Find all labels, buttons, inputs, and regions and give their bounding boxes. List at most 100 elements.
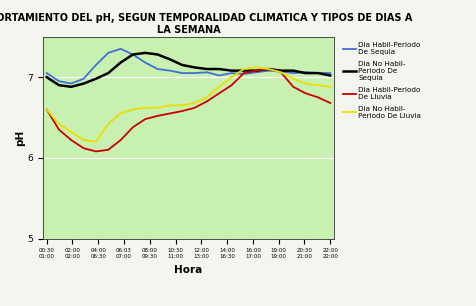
- Dia No Habil-
Periodo De
Sequia: [154, 53, 160, 56]
- Dia No Habil-
Periodo De Lluvia: [44, 108, 50, 111]
- Dia No Habil-
Periodo De
Sequia: [278, 69, 283, 73]
- Dia No Habil-
Periodo De Lluvia: [216, 85, 222, 89]
- Dia Habil-Periodo
De Sequia: [314, 71, 320, 75]
- Dia No Habil-
Periodo De Lluvia: [179, 103, 185, 107]
- Dia Habil-Periodo
De Lluvia: [204, 99, 209, 103]
- Dia Habil-Periodo
De Lluvia: [253, 69, 258, 73]
- Line: Dia No Habil-
Periodo De Lluvia: Dia No Habil- Periodo De Lluvia: [47, 67, 329, 142]
- Dia No Habil-
Periodo De Lluvia: [80, 138, 86, 142]
- Dia Habil-Periodo
De Lluvia: [118, 138, 123, 142]
- Dia No Habil-
Periodo De
Sequia: [80, 82, 86, 85]
- Dia Habil-Periodo
De Lluvia: [80, 146, 86, 150]
- Dia Habil-Periodo
De Lluvia: [154, 114, 160, 118]
- Dia No Habil-
Periodo De Lluvia: [290, 77, 296, 80]
- Dia Habil-Periodo
De Sequia: [44, 71, 50, 75]
- Dia Habil-Periodo
De Sequia: [56, 79, 62, 83]
- Dia Habil-Periodo
De Sequia: [216, 74, 222, 77]
- Dia No Habil-
Periodo De
Sequia: [253, 69, 258, 73]
- Dia No Habil-
Periodo De
Sequia: [204, 67, 209, 71]
- Dia No Habil-
Periodo De
Sequia: [44, 75, 50, 79]
- Dia No Habil-
Periodo De
Sequia: [56, 83, 62, 87]
- Dia No Habil-
Periodo De Lluvia: [154, 106, 160, 110]
- Dia No Habil-
Periodo De
Sequia: [142, 51, 148, 55]
- Dia No Habil-
Periodo De Lluvia: [56, 122, 62, 126]
- Dia Habil-Periodo
De Sequia: [290, 71, 296, 75]
- Dia No Habil-
Periodo De
Sequia: [118, 61, 123, 64]
- Dia Habil-Periodo
De Sequia: [142, 61, 148, 64]
- Dia Habil-Periodo
De Sequia: [191, 71, 197, 75]
- Dia Habil-Periodo
De Sequia: [265, 69, 271, 73]
- Dia No Habil-
Periodo De Lluvia: [278, 70, 283, 74]
- Dia No Habil-
Periodo De
Sequia: [314, 71, 320, 75]
- Dia Habil-Periodo
De Lluvia: [56, 128, 62, 132]
- Dia No Habil-
Periodo De
Sequia: [265, 67, 271, 71]
- Dia No Habil-
Periodo De Lluvia: [142, 106, 148, 110]
- Dia Habil-Periodo
De Lluvia: [167, 112, 172, 115]
- Dia Habil-Periodo
De Lluvia: [302, 91, 308, 95]
- Line: Dia No Habil-
Periodo De
Sequia: Dia No Habil- Periodo De Sequia: [47, 53, 329, 87]
- Dia Habil-Periodo
De Sequia: [80, 77, 86, 80]
- Dia Habil-Periodo
De Sequia: [118, 47, 123, 51]
- Dia No Habil-
Periodo De Lluvia: [253, 65, 258, 69]
- Dia Habil-Periodo
De Sequia: [278, 70, 283, 73]
- Dia Habil-Periodo
De Sequia: [68, 82, 74, 85]
- Dia Habil-Periodo
De Lluvia: [130, 125, 136, 129]
- Dia No Habil-
Periodo De Lluvia: [118, 112, 123, 115]
- Dia Habil-Periodo
De Lluvia: [179, 109, 185, 113]
- Dia Habil-Periodo
De Sequia: [130, 53, 136, 56]
- Dia No Habil-
Periodo De
Sequia: [240, 69, 246, 73]
- Dia Habil-Periodo
De Sequia: [327, 71, 332, 75]
- X-axis label: Hora: Hora: [174, 265, 202, 275]
- Dia No Habil-
Periodo De Lluvia: [130, 108, 136, 111]
- Dia Habil-Periodo
De Sequia: [179, 71, 185, 75]
- Legend: Dia Habil-Periodo
De Sequia, Dia No Habil-
Periodo De
Sequia, Dia Habil-Periodo
: Dia Habil-Periodo De Sequia, Dia No Habi…: [340, 40, 423, 121]
- Dia No Habil-
Periodo De
Sequia: [179, 63, 185, 67]
- Dia No Habil-
Periodo De Lluvia: [204, 95, 209, 99]
- Dia Habil-Periodo
De Lluvia: [228, 83, 234, 87]
- Dia No Habil-
Periodo De Lluvia: [314, 83, 320, 87]
- Title: COMPORTAMIENTO DEL pH, SEGUN TEMPORALIDAD CLIMATICA Y TIPOS DE DIAS A
LA SEMANA: COMPORTAMIENTO DEL pH, SEGUN TEMPORALIDA…: [0, 13, 412, 35]
- Dia Habil-Periodo
De Lluvia: [314, 95, 320, 99]
- Dia No Habil-
Periodo De Lluvia: [327, 85, 332, 89]
- Dia No Habil-
Periodo De
Sequia: [167, 58, 172, 61]
- Dia Habil-Periodo
De Sequia: [204, 70, 209, 74]
- Dia No Habil-
Periodo De
Sequia: [93, 77, 99, 80]
- Dia No Habil-
Periodo De Lluvia: [68, 130, 74, 134]
- Dia No Habil-
Periodo De Lluvia: [228, 75, 234, 79]
- Dia No Habil-
Periodo De Lluvia: [191, 101, 197, 105]
- Dia No Habil-
Periodo De Lluvia: [93, 140, 99, 144]
- Dia Habil-Periodo
De Lluvia: [278, 70, 283, 74]
- Dia Habil-Periodo
De Sequia: [105, 51, 111, 55]
- Line: Dia Habil-Periodo
De Sequia: Dia Habil-Periodo De Sequia: [47, 49, 329, 84]
- Line: Dia Habil-Periodo
De Lluvia: Dia Habil-Periodo De Lluvia: [47, 69, 329, 151]
- Dia No Habil-
Periodo De
Sequia: [302, 71, 308, 75]
- Dia Habil-Periodo
De Sequia: [228, 71, 234, 75]
- Dia Habil-Periodo
De Lluvia: [68, 138, 74, 142]
- Dia No Habil-
Periodo De Lluvia: [240, 67, 246, 71]
- Dia No Habil-
Periodo De
Sequia: [130, 53, 136, 56]
- Dia No Habil-
Periodo De
Sequia: [290, 69, 296, 73]
- Dia Habil-Periodo
De Lluvia: [44, 108, 50, 111]
- Dia No Habil-
Periodo De
Sequia: [327, 74, 332, 77]
- Dia No Habil-
Periodo De Lluvia: [167, 103, 172, 107]
- Dia Habil-Periodo
De Sequia: [167, 69, 172, 73]
- Dia No Habil-
Periodo De
Sequia: [68, 85, 74, 89]
- Dia Habil-Periodo
De Lluvia: [240, 71, 246, 75]
- Dia No Habil-
Periodo De Lluvia: [265, 67, 271, 71]
- Dia No Habil-
Periodo De Lluvia: [302, 82, 308, 85]
- Dia No Habil-
Periodo De
Sequia: [191, 65, 197, 69]
- Dia Habil-Periodo
De Lluvia: [191, 106, 197, 110]
- Dia Habil-Periodo
De Sequia: [154, 67, 160, 71]
- Dia Habil-Periodo
De Lluvia: [290, 85, 296, 89]
- Dia Habil-Periodo
De Lluvia: [327, 101, 332, 105]
- Dia Habil-Periodo
De Lluvia: [93, 150, 99, 153]
- Dia No Habil-
Periodo De
Sequia: [228, 69, 234, 73]
- Dia Habil-Periodo
De Lluvia: [105, 148, 111, 152]
- Dia Habil-Periodo
De Sequia: [93, 63, 99, 67]
- Dia Habil-Periodo
De Lluvia: [265, 67, 271, 71]
- Dia Habil-Periodo
De Sequia: [302, 70, 308, 74]
- Dia Habil-Periodo
De Lluvia: [216, 91, 222, 95]
- Dia No Habil-
Periodo De
Sequia: [216, 67, 222, 71]
- Dia No Habil-
Periodo De
Sequia: [105, 71, 111, 75]
- Y-axis label: pH: pH: [15, 129, 25, 146]
